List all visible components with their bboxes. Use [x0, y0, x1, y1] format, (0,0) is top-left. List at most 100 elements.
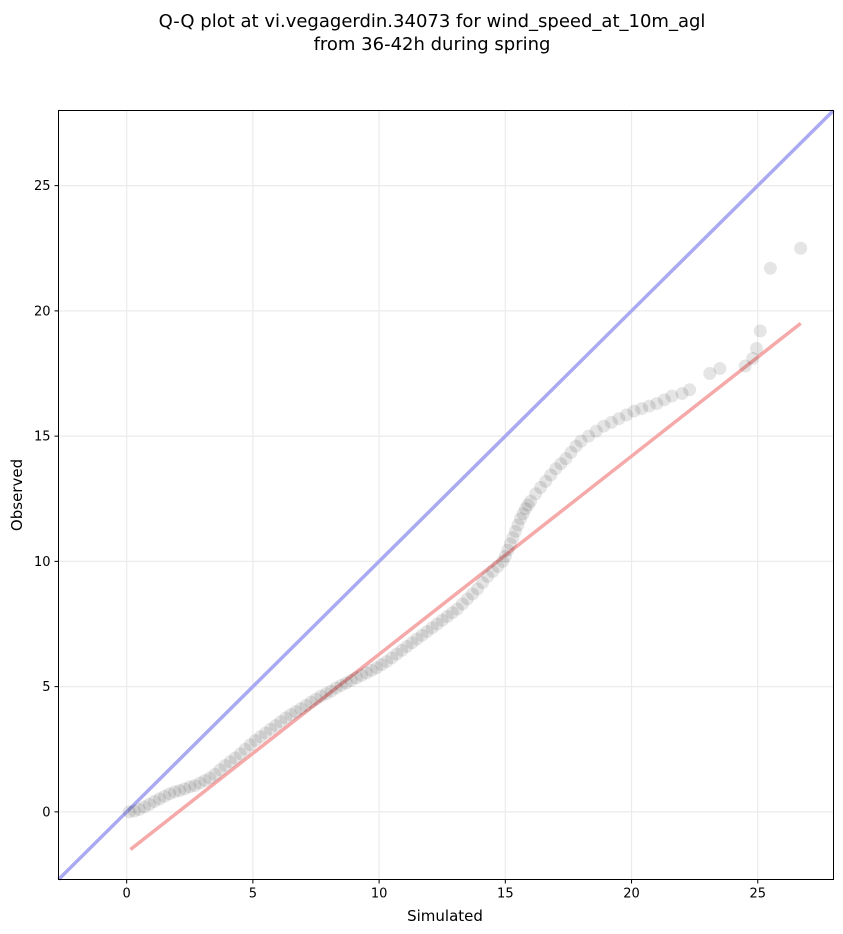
data-point [420, 625, 434, 639]
data-point [675, 387, 689, 401]
data-point [738, 359, 752, 373]
data-point [753, 324, 767, 338]
data-point [750, 341, 764, 355]
y-tick-label: 20 [34, 304, 51, 319]
data-point [228, 751, 242, 765]
data-point [415, 628, 429, 642]
identity-line [57, 109, 835, 881]
data-point [569, 439, 583, 453]
data-point [238, 742, 252, 756]
data-point [549, 462, 563, 476]
data-point [198, 774, 212, 788]
data-point [529, 487, 543, 501]
data-point [122, 805, 136, 819]
data-point [218, 759, 232, 773]
data-point [243, 738, 257, 752]
data-point [354, 668, 368, 682]
data-point [554, 457, 568, 471]
data-point [513, 512, 527, 526]
x-tick-label: 10 [371, 887, 388, 902]
data-point [471, 582, 485, 596]
data-point [274, 715, 288, 729]
data-point [395, 643, 409, 657]
data-point [612, 412, 626, 426]
data-point [390, 647, 404, 661]
data-point [524, 494, 538, 508]
data-point [574, 434, 588, 448]
data-point [430, 617, 444, 631]
y-axis-ticks: 0 5 10 15 20 25 [34, 179, 59, 820]
data-point [248, 733, 262, 747]
x-tick-label: 15 [497, 887, 514, 902]
data-point [619, 408, 633, 422]
data-point [359, 666, 373, 680]
data-point [559, 452, 573, 466]
data-point [223, 755, 237, 769]
data-point [304, 695, 318, 709]
data-point [147, 794, 161, 808]
data-point [455, 597, 469, 611]
data-point [466, 587, 480, 601]
y-tick-label: 25 [34, 179, 51, 194]
data-point [460, 592, 474, 606]
data-point [627, 404, 641, 418]
data-point [289, 705, 303, 719]
data-point [233, 747, 247, 761]
data-point [142, 797, 156, 811]
data-point [279, 711, 293, 725]
data-point [511, 518, 525, 532]
data-point [642, 399, 656, 413]
chart-title-line-2: from 36-42h during spring [314, 34, 551, 55]
fit-line [129, 322, 802, 851]
data-point [589, 424, 603, 438]
data-points [122, 241, 808, 819]
data-point [183, 780, 197, 794]
data-point [324, 684, 338, 698]
data-point [294, 702, 308, 716]
data-point [410, 632, 424, 646]
data-point [491, 559, 505, 573]
data-point [173, 784, 187, 798]
x-tick-label: 5 [249, 887, 257, 902]
data-point [539, 474, 553, 488]
data-point [435, 613, 449, 627]
data-point [208, 767, 222, 781]
data-point [425, 621, 439, 635]
data-point [635, 402, 649, 416]
data-point [370, 661, 384, 675]
data-point [314, 689, 328, 703]
data-point [188, 779, 202, 793]
data-point [400, 640, 414, 654]
data-point [713, 362, 727, 376]
data-point [127, 804, 141, 818]
data-point [657, 393, 671, 407]
data-point [516, 507, 530, 521]
data-point [213, 763, 227, 777]
data-point [152, 792, 166, 806]
data-point [508, 524, 522, 538]
data-point [445, 606, 459, 620]
data-point [703, 367, 717, 381]
data-point [506, 531, 520, 545]
data-point [284, 708, 298, 722]
x-axis-label: Simulated [407, 907, 483, 925]
data-point [132, 802, 146, 816]
data-point [486, 564, 500, 578]
data-point [344, 673, 358, 687]
data-point [597, 419, 611, 433]
data-point [365, 663, 379, 677]
reference-lines [57, 109, 835, 881]
x-axis-ticks: 0 5 10 15 20 25 [123, 879, 766, 902]
data-point [375, 658, 389, 672]
data-point [519, 502, 533, 516]
data-point [163, 787, 177, 801]
y-tick-label: 15 [34, 430, 51, 445]
data-point [763, 261, 777, 275]
data-point [168, 785, 182, 799]
data-point [665, 389, 679, 403]
y-axis-label: Observed [8, 459, 26, 531]
data-point [794, 241, 808, 255]
data-point [481, 569, 495, 583]
data-point [319, 687, 333, 701]
